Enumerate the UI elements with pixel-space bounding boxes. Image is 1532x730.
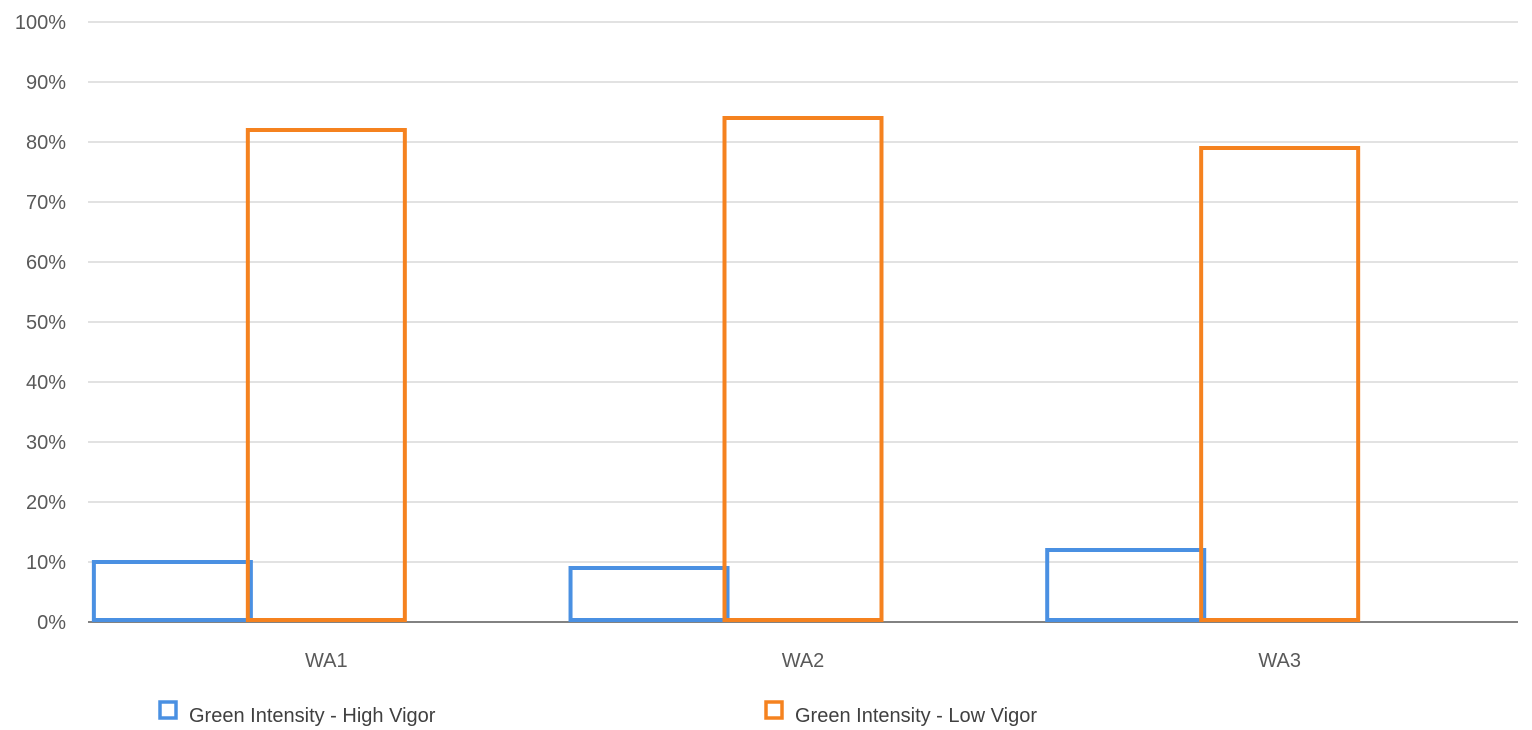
- y-tick-label: 90%: [26, 72, 66, 94]
- legend-label: Green Intensity - High Vigor: [189, 705, 436, 727]
- y-tick-label: 30%: [26, 432, 66, 454]
- y-tick-label: 70%: [26, 192, 66, 214]
- bar-wa2-low-vigor: [722, 116, 884, 622]
- y-tick-label: 50%: [26, 312, 66, 334]
- legend-swatch: [158, 700, 178, 720]
- y-tick-label: 0%: [37, 612, 66, 634]
- y-tick-label: 20%: [26, 492, 66, 514]
- legend-swatch: [764, 700, 784, 720]
- gridlines: [88, 21, 1518, 623]
- legend-label: Green Intensity - Low Vigor: [795, 705, 1037, 727]
- legend: Green Intensity - High Vigor Green Intens…: [158, 700, 1037, 727]
- y-tick-label: 100%: [15, 12, 66, 34]
- bar-wa1-low-vigor: [245, 128, 407, 622]
- y-tick-label: 60%: [26, 252, 66, 274]
- bar-wa1-high-vigor: [91, 560, 253, 622]
- y-tick-label: 10%: [26, 552, 66, 574]
- x-axis-categories: WA1 WA2 WA3: [305, 650, 1301, 672]
- x-category-label: WA3: [1258, 650, 1301, 672]
- bar-wa3-high-vigor: [1045, 548, 1207, 622]
- y-tick-label: 80%: [26, 132, 66, 154]
- x-category-label: WA1: [305, 650, 348, 672]
- bar-wa3-low-vigor: [1199, 146, 1361, 622]
- bar-wa2-high-vigor: [568, 566, 730, 622]
- y-tick-label: 40%: [26, 372, 66, 394]
- bars: [91, 116, 1361, 622]
- y-axis-ticks: 0% 10% 20% 30% 40% 50% 60% 70% 80% 90% 100%: [15, 12, 66, 634]
- x-category-label: WA2: [782, 650, 825, 672]
